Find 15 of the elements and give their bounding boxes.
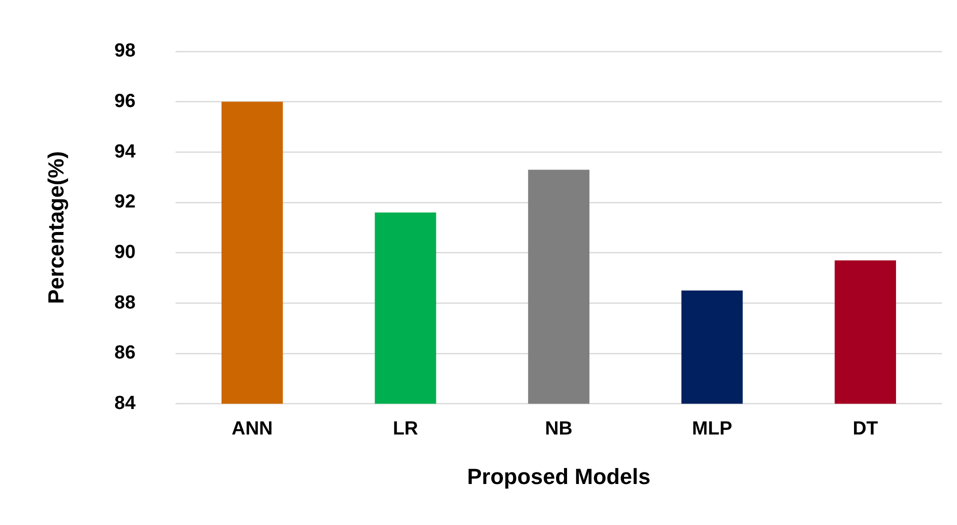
- y-tick-label: 94: [114, 141, 136, 162]
- x-tick-label: NB: [545, 418, 572, 440]
- y-tick-label: 86: [114, 342, 136, 364]
- x-axis-title: Proposed Models: [467, 464, 650, 489]
- y-axis-title: Percentage(%): [43, 151, 68, 304]
- y-tick-label: 90: [114, 242, 136, 264]
- y-tick-label: 84: [114, 393, 136, 414]
- y-tick-label: 88: [114, 292, 136, 314]
- x-tick-label: MLP: [692, 418, 732, 440]
- y-tick-label: 98: [114, 40, 136, 62]
- y-tick-label: 96: [114, 90, 136, 112]
- x-tick-label: DT: [852, 418, 878, 440]
- x-tick-label: ANN: [232, 418, 273, 440]
- x-tick-label: LR: [392, 418, 418, 440]
- y-tick-label: 92: [114, 192, 136, 213]
